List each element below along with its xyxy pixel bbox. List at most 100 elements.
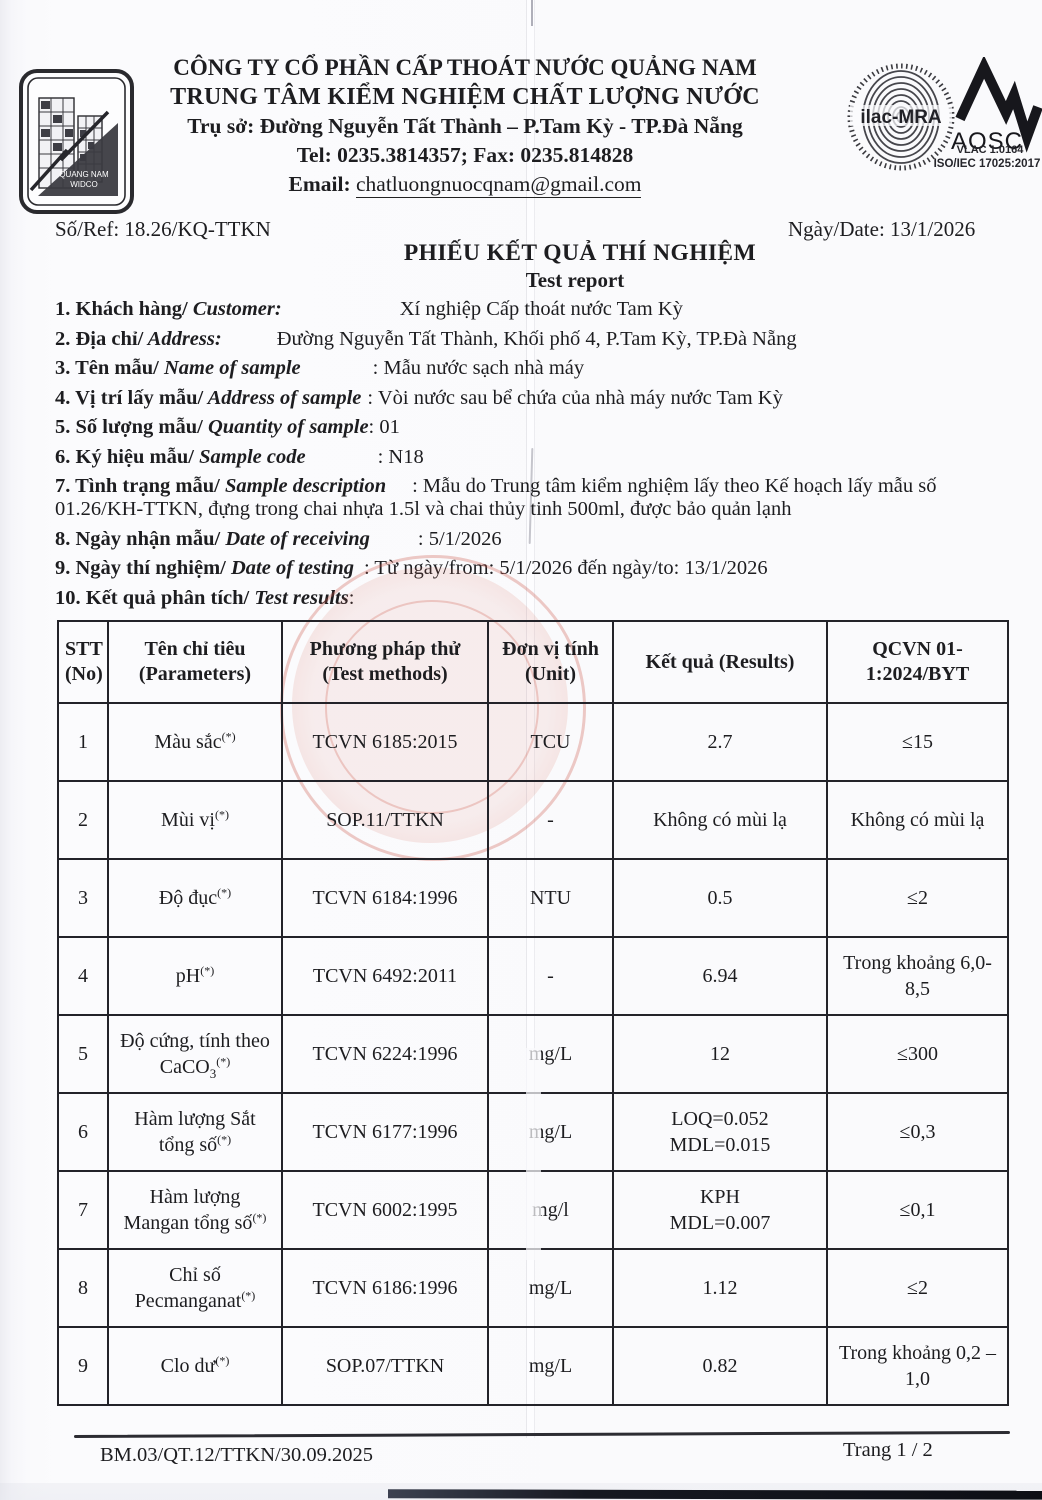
cell-unit: mg/L [487, 1326, 614, 1406]
letterhead: CÔNG TY CỔ PHẦN CẤP THOÁT NƯỚC QUẢNG NAM… [150, 54, 780, 199]
report-info-items: 1. Khách hàng/ Customer: Xí nghiệp Cấp th… [55, 298, 1010, 616]
cell-unit: TCU [487, 702, 614, 782]
cell-parameter: pH(*) [107, 936, 283, 1016]
cell-limit: ≤2 [826, 858, 1009, 938]
cell-no: 3 [57, 858, 109, 938]
cell-parameter: Chỉ số Pecmanganat(*) [107, 1248, 283, 1328]
cell-limit: ≤0,3 [826, 1092, 1009, 1172]
column-header-4: Đơn vị tính (Unit) [487, 620, 614, 704]
item-label-vi: 6. Ký hiệu mẫu/ [55, 445, 194, 468]
table-row: 9 Clo dư(*) SOP.07/TTKN mg/L 0.82 Trong khoản… [57, 1326, 1009, 1406]
item-label-vi: 7. Tình trạng mẫu/ [55, 475, 220, 497]
center-name: TRUNG TÂM KIỂM NGHIỆM CHẤT LƯỢNG NƯỚC [170, 84, 760, 110]
ilac-mra-mark: ilac-MRA [847, 63, 955, 171]
item-label-en: Customer: [187, 298, 282, 320]
item-label-en: Sample description [219, 475, 387, 497]
cell-no: 2 [57, 780, 109, 860]
item-label-vi: 4. Vị trí lấy mẫu/ [55, 386, 204, 409]
logo-text-line2: WIDCO [70, 180, 98, 189]
report-item-6: 6. Ký hiệu mẫu/ Sample code : N18 [55, 446, 1010, 469]
report-item-9: 9. Ngày thí nghiệm/ Date of testing: Từ … [55, 557, 1010, 580]
cell-unit: mg/L [487, 1248, 614, 1328]
item-label-en: Sample code [193, 445, 306, 468]
test-results-table: STT (No) Tên chỉ tiêu (Parameters) Phương … [57, 620, 1009, 1406]
report-title-en: Test report [525, 268, 625, 292]
report-item-7: 7. Tình trạng mẫu/ Sample description: M… [55, 475, 1010, 521]
column-header-5: Kết quả (Results) [612, 620, 828, 704]
cell-result: 0.5 [612, 858, 828, 938]
cell-result: 6.94 [612, 936, 828, 1016]
email-address: chatluongnuocqnam@gmail.com [355, 172, 642, 198]
report-item-3: 3. Tên mẫu/ Name of sample: Mẫu nước sạc… [55, 357, 1010, 380]
cell-unit: - [487, 780, 614, 860]
column-header-1: STT (No) [57, 620, 109, 704]
cell-parameter: Màu sắc(*) [107, 702, 283, 782]
item-label-vi: 8. Ngày nhận mẫu/ [55, 527, 221, 550]
page-number: Trang 1 / 2 [843, 1439, 933, 1461]
cell-no: 9 [57, 1326, 109, 1406]
table-row: 6 Hàm lượng Sắt tổng số(*) TCVN 6177:1996 m… [57, 1092, 1009, 1172]
item-spacer [370, 544, 418, 545]
cell-parameter: Độ đục(*) [107, 858, 283, 938]
item-label-en: Address of sample [203, 386, 362, 409]
cell-method: TCVN 6492:2011 [281, 936, 489, 1016]
item-label-en: Date of testing [225, 557, 354, 579]
cell-limit: Không có mùi lạ [826, 780, 1009, 860]
item-value: Đường Nguyễn Tất Thành, Khối phố 4, P.Ta… [276, 327, 797, 350]
cell-method: TCVN 6184:1996 [281, 858, 489, 938]
item-label-en: Address: [143, 327, 222, 350]
item-spacer [222, 344, 277, 345]
report-item-8: 8. Ngày nhận mẫu/ Date of receiving : 5/1… [55, 528, 1010, 551]
cell-method: SOP.11/TTKN [281, 780, 489, 860]
cell-method: TCVN 6177:1996 [281, 1092, 489, 1172]
item-spacer [301, 373, 373, 374]
report-title-vi: PHIẾU KẾT QUẢ THÍ NGHIỆM [403, 240, 757, 266]
footer-rule [73, 1430, 1011, 1439]
item-spacer [386, 491, 412, 492]
cell-limit: ≤15 [826, 702, 1009, 782]
cell-limit: ≤0,1 [826, 1170, 1009, 1250]
cell-result: LOQ=0.052 MDL=0.015 [612, 1092, 828, 1172]
cell-result: 12 [612, 1014, 828, 1094]
cell-parameter: Hàm lượng Mangan tổng số(*) [107, 1170, 283, 1250]
item-value: : N18 [377, 445, 424, 468]
cell-no: 1 [57, 702, 109, 782]
cell-result: KPH MDL=0.007 [612, 1170, 828, 1250]
report-item-4: 4. Vị trí lấy mẫu/ Address of sample: Vò… [55, 387, 1010, 410]
item-label-en: Date of receiving [220, 527, 370, 550]
cell-no: 6 [57, 1092, 109, 1172]
company-name: CÔNG TY CỔ PHẦN CẤP THOÁT NƯỚC QUẢNG NAM [173, 55, 757, 80]
item-value: : 01 [368, 416, 400, 438]
cell-no: 4 [57, 936, 109, 1016]
email-label: Email: [288, 172, 351, 196]
company-logo: QUANG NAM WIDCO [19, 69, 134, 214]
cell-parameter: Độ cứng, tính theo CaCO3(*) [107, 1014, 283, 1094]
cell-limit: ≤300 [826, 1014, 1009, 1094]
item-label-vi: 1. Khách hàng/ [55, 298, 188, 320]
fold-mark-top [531, 0, 533, 26]
item-label-vi: 5. Số lượng mẫu/ [55, 416, 203, 438]
cell-no: 5 [57, 1014, 109, 1094]
column-header-2: Tên chỉ tiêu (Parameters) [107, 620, 283, 704]
item-value: : Mẫu do Trung tâm kiểm nghiệm lấy theo … [55, 475, 937, 520]
address-line: Trụ sở: Đường Nguyễn Tất Thành – P.Tam K… [187, 114, 743, 138]
ref-number: Số/Ref: 18.26/KQ-TTKN [55, 217, 271, 241]
scan-white-streak [526, 1048, 541, 1260]
cell-result: 1.12 [612, 1248, 828, 1328]
cell-result: 0.82 [612, 1326, 828, 1406]
column-header-6: QCVN 01- 1:2024/BYT [826, 620, 1009, 704]
report-item-1: 1. Khách hàng/ Customer: Xí nghiệp Cấp th… [55, 298, 1010, 321]
item-value: : 5/1/2026 [417, 527, 502, 550]
cell-parameter: Mùi vị(*) [107, 780, 283, 860]
scan-bottom-bar [387, 1489, 1042, 1500]
table-row: 2 Mùi vị(*) SOP.11/TTKN - Không có mùi lạ Khô… [57, 780, 1009, 860]
cell-limit: Trong khoảng 0,2 – 1,0 [826, 1326, 1009, 1406]
cell-result: Không có mùi lạ [612, 780, 828, 860]
report-item-5: 5. Số lượng mẫu/ Quantity of sample: 01 [55, 416, 1010, 439]
report-date: Ngày/Date: 13/1/2026 [788, 217, 976, 241]
item-spacer [282, 314, 400, 315]
table-row: 3 Độ đục(*) TCVN 6184:1996 NTU 0.5 ≤2 [57, 858, 1009, 938]
form-code: BM.03/QT.12/TTKN/30.09.2025 [100, 1444, 373, 1466]
table-row: 4 pH(*) TCVN 6492:2011-6.94 Trong khoảng 6,… [57, 936, 1009, 1016]
